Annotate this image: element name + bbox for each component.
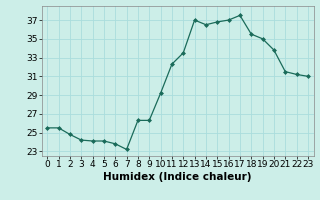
X-axis label: Humidex (Indice chaleur): Humidex (Indice chaleur): [103, 172, 252, 182]
